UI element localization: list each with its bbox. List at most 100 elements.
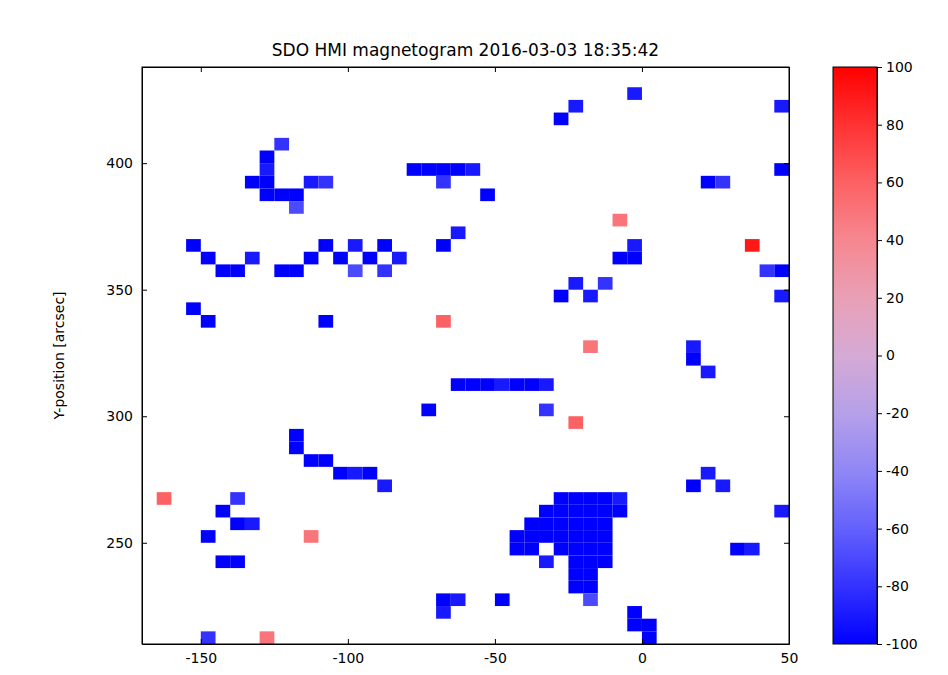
cell [598, 555, 613, 568]
tick-mark [142, 543, 147, 544]
cell [539, 517, 554, 530]
cell [510, 543, 525, 556]
cell [583, 517, 598, 530]
cell [260, 151, 275, 164]
cell [730, 543, 745, 556]
cell [524, 530, 539, 543]
tick: 250 [106, 535, 147, 551]
tick-label: -20 [886, 405, 909, 421]
cell [510, 378, 525, 391]
tick [784, 163, 789, 164]
cell [627, 619, 642, 632]
tick-label: -100 [886, 636, 918, 652]
cell [568, 505, 583, 518]
cell [318, 239, 333, 252]
cell [539, 530, 554, 543]
cell [421, 163, 436, 176]
tick-mark [201, 639, 202, 644]
cell [583, 530, 598, 543]
cell [583, 505, 598, 518]
tick-mark [877, 356, 882, 357]
tick-mark [495, 639, 496, 644]
tick: -80 [877, 578, 909, 594]
cell [598, 505, 613, 518]
cell [245, 176, 260, 189]
cell [304, 454, 319, 467]
cell [421, 404, 436, 417]
cell [524, 378, 539, 391]
tick-label: 400 [106, 155, 133, 171]
cell [642, 631, 657, 644]
cell [348, 264, 363, 277]
cell [274, 138, 289, 151]
cell [436, 163, 451, 176]
axis: -100-80-60-40-20020406080100 [877, 59, 918, 652]
plot-frame [142, 67, 789, 644]
tick-mark [877, 586, 882, 587]
cell [745, 543, 760, 556]
cell [451, 226, 466, 239]
tick: 80 [877, 117, 904, 133]
tick-mark [877, 240, 882, 241]
cell [583, 581, 598, 594]
tick [784, 543, 789, 544]
tick: 0 [638, 639, 647, 666]
cell [289, 442, 304, 455]
cell [407, 163, 422, 176]
axis: 250300350400 [106, 68, 147, 645]
tick: 400 [106, 155, 147, 171]
plot-background [142, 67, 789, 644]
tick [642, 67, 643, 72]
cell [774, 290, 789, 303]
tick-mark [877, 471, 882, 472]
cell [568, 555, 583, 568]
tick: 300 [106, 408, 147, 424]
cell [333, 252, 348, 265]
y-axis-title: Y-position [arcsec] [51, 291, 67, 420]
cell [363, 252, 378, 265]
cells [157, 87, 789, 644]
tick-mark [142, 290, 147, 291]
tick-label: -50 [484, 650, 507, 666]
cell [451, 593, 466, 606]
tick [348, 67, 349, 72]
cell [539, 404, 554, 417]
tick-mark [877, 182, 882, 183]
cell [554, 530, 569, 543]
cell [333, 467, 348, 480]
cell [451, 163, 466, 176]
cell [627, 252, 642, 265]
tick: -100 [877, 636, 918, 652]
cell [598, 492, 613, 505]
axis [143, 67, 790, 72]
cell [583, 340, 598, 353]
cell [377, 264, 392, 277]
cell [436, 606, 451, 619]
cell [524, 543, 539, 556]
tick-mark [784, 416, 789, 417]
cell [289, 264, 304, 277]
cell [524, 517, 539, 530]
tick: -20 [877, 405, 909, 421]
cell [627, 606, 642, 619]
cell [554, 505, 569, 518]
cell [510, 530, 525, 543]
cell [774, 264, 789, 277]
cell [392, 252, 407, 265]
tick: 40 [877, 232, 904, 248]
cell [686, 340, 701, 353]
cell [701, 366, 716, 379]
cell [583, 290, 598, 303]
tick-mark [784, 290, 789, 291]
cell [157, 492, 172, 505]
tick-mark [348, 639, 349, 644]
cell [613, 492, 628, 505]
cell [598, 530, 613, 543]
cell [201, 530, 216, 543]
cell [627, 239, 642, 252]
cell [436, 315, 451, 328]
tick [784, 290, 789, 291]
cell [598, 517, 613, 530]
cell [230, 517, 245, 530]
cell [642, 619, 657, 632]
